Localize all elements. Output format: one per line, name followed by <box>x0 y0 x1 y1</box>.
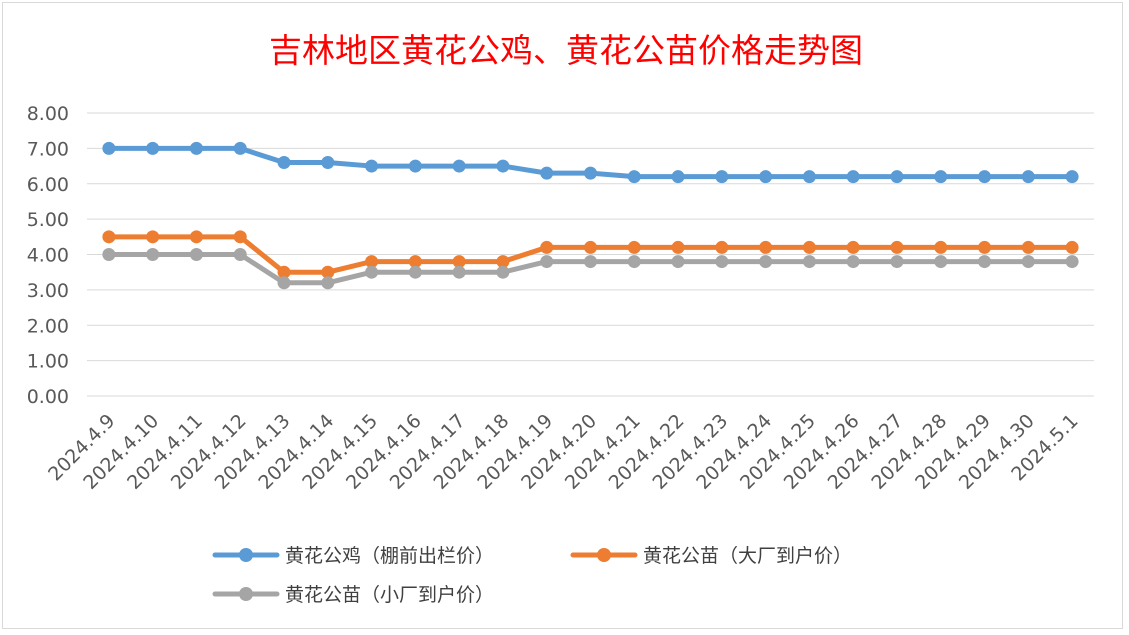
data-point[interactable] <box>584 240 597 254</box>
data-point[interactable] <box>496 255 510 269</box>
data-point[interactable] <box>102 230 116 244</box>
legend-swatch-marker <box>597 548 611 562</box>
data-point[interactable] <box>496 159 510 173</box>
data-point[interactable] <box>452 255 466 269</box>
data-point[interactable] <box>759 240 773 254</box>
data-point[interactable] <box>321 265 335 279</box>
data-point[interactable] <box>934 170 948 184</box>
data-point[interactable] <box>671 170 685 184</box>
data-point[interactable] <box>452 265 466 279</box>
data-point[interactable] <box>189 230 203 244</box>
data-point[interactable] <box>1021 170 1035 184</box>
data-point[interactable] <box>408 265 422 279</box>
y-tick-label: 5.00 <box>27 209 69 231</box>
data-point[interactable] <box>146 248 160 261</box>
data-point[interactable] <box>934 255 948 269</box>
legend-label: 黄花公苗（大厂到户价） <box>643 545 852 567</box>
data-point[interactable] <box>802 240 816 254</box>
y-tick-label: 1.00 <box>27 351 69 373</box>
data-point[interactable] <box>277 156 291 170</box>
data-point[interactable] <box>802 255 816 269</box>
series-lines <box>102 141 1079 290</box>
legend-entry[interactable]: 黄花公鸡（棚前出栏价） <box>212 545 494 567</box>
data-point[interactable] <box>1065 240 1079 254</box>
x-axis-tick-labels: 2024.4.92024.4.102024.4.112024.4.122024.… <box>44 410 1083 494</box>
legend-swatch-marker <box>239 587 253 601</box>
data-point[interactable] <box>452 159 466 173</box>
data-point[interactable] <box>233 248 247 261</box>
data-point[interactable] <box>759 255 773 269</box>
data-point[interactable] <box>408 255 422 269</box>
data-point[interactable] <box>890 240 904 254</box>
y-tick-label: 6.00 <box>27 174 69 196</box>
data-point[interactable] <box>759 170 773 184</box>
data-point[interactable] <box>934 240 948 254</box>
data-point[interactable] <box>627 170 641 184</box>
data-point[interactable] <box>584 255 597 269</box>
data-point[interactable] <box>540 255 554 269</box>
data-point[interactable] <box>146 141 160 155</box>
data-point[interactable] <box>978 170 992 184</box>
data-point[interactable] <box>233 230 247 244</box>
data-point[interactable] <box>627 240 641 254</box>
data-point[interactable] <box>540 166 554 180</box>
data-point[interactable] <box>233 141 247 155</box>
data-point[interactable] <box>978 255 992 269</box>
data-point[interactable] <box>365 255 379 269</box>
data-point[interactable] <box>1065 255 1079 269</box>
y-tick-label: 7.00 <box>27 138 69 160</box>
data-point[interactable] <box>496 265 510 279</box>
chart-title: 吉林地区黄花公鸡、黄花公苗价格走势图 <box>269 31 863 70</box>
data-point[interactable] <box>846 255 860 269</box>
data-point[interactable] <box>102 248 116 261</box>
y-axis-tick-labels: 0.00 1.00 2.00 3.00 4.00 5.00 6.00 7.00 8.00 <box>27 103 69 408</box>
data-point[interactable] <box>715 170 729 184</box>
series-3[interactable] <box>102 248 1079 290</box>
data-point[interactable] <box>715 240 729 254</box>
data-point[interactable] <box>846 240 860 254</box>
data-point[interactable] <box>890 170 904 184</box>
gridlines <box>87 112 1094 397</box>
legend-swatch-marker <box>239 548 253 562</box>
data-point[interactable] <box>321 276 335 290</box>
data-point[interactable] <box>365 265 379 279</box>
legend-label: 黄花公苗（小厂到户价） <box>285 584 494 606</box>
data-point[interactable] <box>102 141 116 155</box>
data-point[interactable] <box>978 240 992 254</box>
data-point[interactable] <box>802 170 816 184</box>
data-point[interactable] <box>189 248 203 261</box>
data-point[interactable] <box>627 255 641 269</box>
legend[interactable]: 黄花公鸡（棚前出栏价） 黄花公苗（大厂到户价） 黄花公苗（小厂到户价） <box>212 545 852 606</box>
y-tick-label: 4.00 <box>27 245 69 267</box>
series-2[interactable] <box>102 230 1079 279</box>
data-point[interactable] <box>846 170 860 184</box>
data-point[interactable] <box>321 156 335 170</box>
y-tick-label: 0.00 <box>27 386 69 408</box>
data-point[interactable] <box>671 255 685 269</box>
data-point[interactable] <box>540 240 554 254</box>
data-point[interactable] <box>277 276 291 290</box>
data-point[interactable] <box>408 159 422 173</box>
data-point[interactable] <box>189 141 203 155</box>
legend-entry[interactable]: 黄花公苗（大厂到户价） <box>570 545 852 567</box>
legend-label: 黄花公鸡（棚前出栏价） <box>285 545 494 567</box>
y-tick-label: 8.00 <box>27 103 69 125</box>
y-tick-label: 3.00 <box>27 280 69 302</box>
data-point[interactable] <box>277 265 291 279</box>
data-point[interactable] <box>365 159 379 173</box>
data-point[interactable] <box>671 240 685 254</box>
data-point[interactable] <box>715 255 729 269</box>
series-1[interactable] <box>102 141 1079 184</box>
data-point[interactable] <box>1021 255 1035 269</box>
y-tick-label: 2.00 <box>27 315 69 337</box>
data-point[interactable] <box>1021 240 1035 254</box>
data-point[interactable] <box>146 230 160 244</box>
data-point[interactable] <box>1065 170 1079 184</box>
data-point[interactable] <box>584 166 597 180</box>
legend-entry[interactable]: 黄花公苗（小厂到户价） <box>212 584 494 606</box>
data-point[interactable] <box>890 255 904 269</box>
